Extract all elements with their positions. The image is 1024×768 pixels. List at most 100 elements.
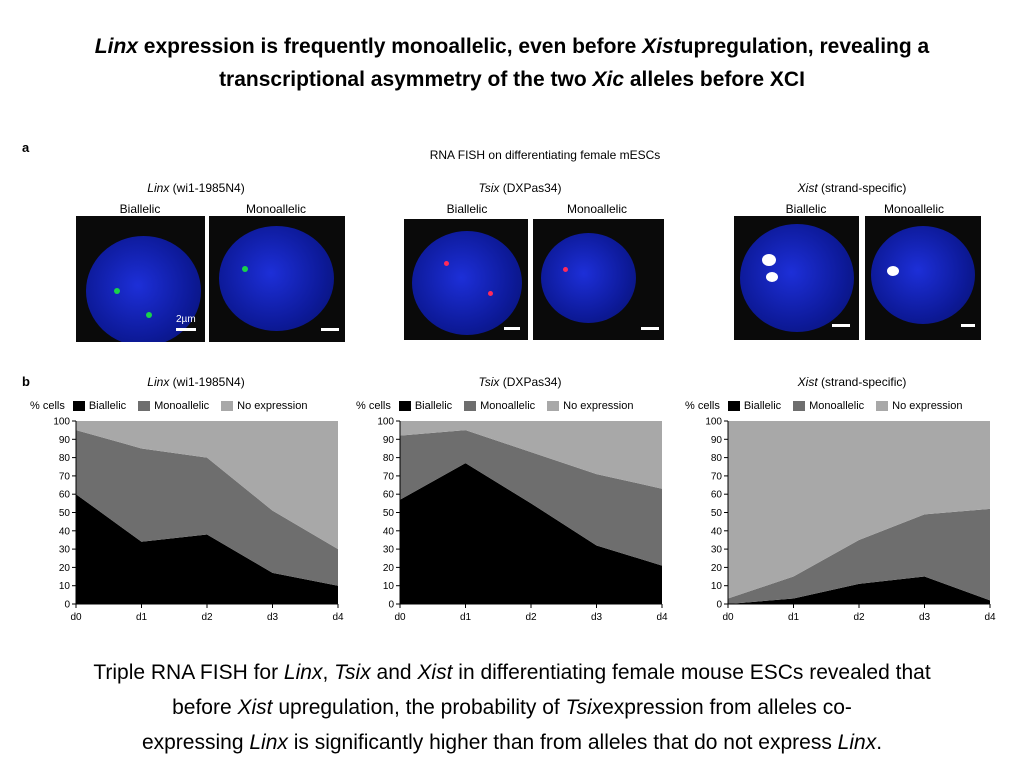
legend-swatch-monoallelic: [793, 401, 806, 411]
legend-label-biallelic: Biallelic: [743, 400, 782, 412]
fish-image-linx-biallelic: 2µm: [76, 216, 205, 342]
fish-spot: [146, 312, 152, 318]
fish-spot: [488, 291, 493, 296]
y-tick-label: 0: [388, 600, 394, 611]
fish-label-monoallelic-linx: Monoallelic: [245, 202, 307, 216]
x-tick-label: d0: [70, 612, 82, 623]
chart-title-xist: Xist (strand-specific): [797, 375, 907, 389]
legend-swatch-monoallelic: [138, 401, 151, 411]
fish-spot: [762, 254, 776, 266]
panel-b-letter: b: [22, 374, 30, 389]
legend-swatch-none: [221, 401, 234, 411]
y-tick-label: 10: [383, 581, 395, 592]
legend-label-none: No expression: [892, 400, 963, 412]
scale-bar: [961, 324, 975, 327]
area-series-monoallelic: [76, 430, 338, 586]
legend-label-biallelic: Biallelic: [414, 400, 453, 412]
legend-label-none: No expression: [563, 400, 634, 412]
panel-a-letter: a: [22, 140, 30, 155]
area-series-no-expression: [76, 421, 338, 550]
panel-a-heading: RNA FISH on differentiating female mESCs: [429, 148, 661, 162]
chart-title-tsix: Tsix (DXPas34): [478, 375, 562, 389]
y-tick-label: 90: [383, 435, 395, 446]
y-tick-label: 70: [383, 471, 395, 482]
y-tick-label: 20: [383, 563, 395, 574]
y-tick-label: 90: [711, 435, 723, 446]
y-tick-label: 50: [59, 508, 71, 519]
title-line-2: transcriptional asymmetry of the two Xic…: [219, 68, 805, 91]
y-tick-label: 30: [59, 545, 71, 556]
area-chart-xist: 0 10 20 30 40 50 60 70 80 90 100 d0 d1 d2 d3 d4: [705, 417, 996, 624]
scale-bar: [641, 327, 659, 330]
legend-swatch-biallelic: [727, 401, 740, 411]
area-series-no-expression: [728, 421, 990, 599]
fish-group-title-xist: Xist (strand-specific): [797, 181, 907, 195]
fish-label-monoallelic-xist: Monoallelic: [883, 202, 945, 216]
area-chart-tsix: 0 10 20 30 40 50 60 70 80 90 100 d0 d1 d2 d3 d4: [377, 417, 668, 624]
x-tick-label: d0: [394, 612, 406, 623]
y-tick-label: 60: [383, 490, 395, 501]
y-tick-label: 60: [711, 490, 723, 501]
caption-line-3: expressing Linx is significantly higher …: [141, 731, 883, 754]
slide-title: Linx expression is frequently monoalleli…: [0, 30, 1024, 96]
fish-label-biallelic-xist: Biallelic: [785, 202, 827, 216]
chart-legend-xist: % cells Biallelic Monoallelic No express…: [685, 400, 963, 412]
fish-image-xist-biallelic: [734, 216, 859, 340]
area-series-no-expression: [400, 421, 662, 489]
y-tick-label: 80: [59, 453, 71, 464]
y-tick-label: 10: [59, 581, 71, 592]
area-series-biallelic: [728, 576, 990, 604]
legend-swatch-biallelic: [398, 401, 411, 411]
area-chart-linx: 0 10 20 30 40 50 60 70 80 90 100 d0 d1 d2 d3 d4: [53, 417, 344, 624]
y-tick-label: 10: [711, 581, 723, 592]
fish-group-title-tsix: Tsix (DXPas34): [478, 181, 562, 195]
y-tick-label: 40: [59, 526, 71, 537]
y-tick-label: 40: [383, 526, 395, 537]
caption-line-2: before Xist upregulation, the probabilit…: [172, 696, 852, 719]
y-tick-label: 100: [377, 417, 394, 428]
y-tick-label: 0: [64, 600, 70, 611]
fish-spot: [766, 272, 778, 282]
x-tick-label: d3: [919, 612, 931, 623]
x-tick-label: d2: [853, 612, 865, 623]
fish-spot: [563, 267, 568, 272]
fish-image-tsix-monoallelic: [533, 219, 664, 340]
legend-ylabel: % cells: [685, 400, 720, 412]
fish-label-biallelic-tsix: Biallelic: [446, 202, 488, 216]
y-tick-label: 20: [711, 563, 723, 574]
scale-bar: [832, 324, 850, 327]
x-tick-label: d1: [788, 612, 800, 623]
x-tick-label: d3: [591, 612, 603, 623]
legend-label-none: No expression: [237, 400, 308, 412]
chart-title-linx: Linx (wi1-1985N4): [147, 375, 245, 389]
y-tick-label: 30: [383, 545, 395, 556]
y-tick-label: 100: [53, 417, 70, 428]
chart-legend-linx: % cells Biallelic Monoallelic No express…: [30, 400, 308, 412]
fish-label-biallelic-linx: Biallelic: [119, 202, 161, 216]
y-tick-label: 50: [383, 508, 395, 519]
area-series-biallelic: [400, 463, 662, 604]
y-tick-label: 20: [59, 563, 71, 574]
legend-label-biallelic: Biallelic: [88, 400, 127, 412]
x-tick-label: d4: [984, 612, 996, 623]
fish-group-title-linx: Linx (wi1-1985N4): [147, 181, 245, 195]
x-tick-label: d1: [136, 612, 148, 623]
legend-swatch-none: [876, 401, 889, 411]
y-tick-label: 80: [711, 453, 723, 464]
y-tick-label: 30: [711, 545, 723, 556]
y-tick-label: 40: [711, 526, 723, 537]
legend-ylabel: % cells: [356, 400, 391, 412]
area-series-biallelic: [76, 494, 338, 604]
legend-swatch-monoallelic: [464, 401, 477, 411]
x-tick-label: d2: [201, 612, 213, 623]
y-tick-label: 80: [383, 453, 395, 464]
y-tick-label: 100: [705, 417, 722, 428]
legend-label-monoallelic: Monoallelic: [809, 400, 865, 412]
legend-swatch-none: [547, 401, 560, 411]
fish-spot: [444, 261, 449, 266]
y-tick-label: 90: [59, 435, 71, 446]
fish-spot: [114, 288, 120, 294]
x-tick-label: d3: [267, 612, 279, 623]
legend-swatch-biallelic: [72, 401, 85, 411]
y-tick-label: 0: [716, 600, 722, 611]
